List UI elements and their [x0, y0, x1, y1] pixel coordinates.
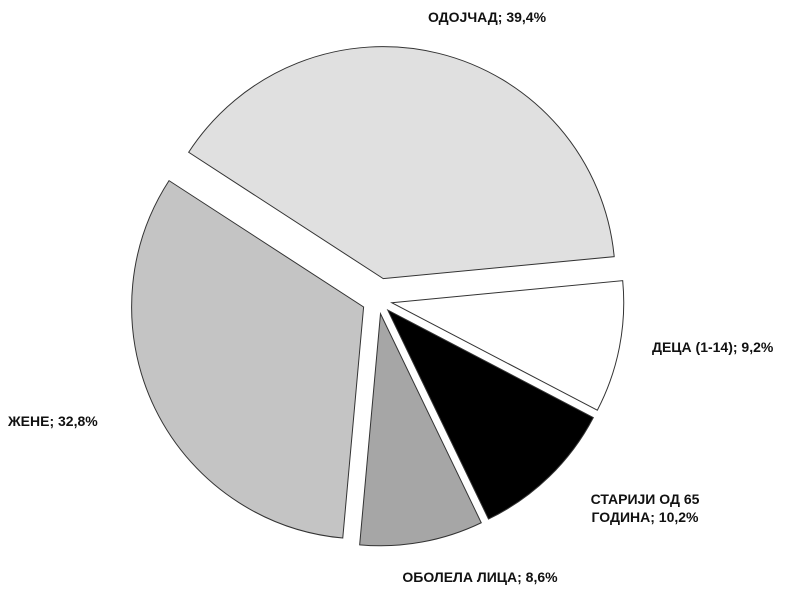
slice-label: ЖЕНЕ; 32,8% — [7, 413, 98, 429]
slice-label: ОДОЈЧАД; 39,4% — [428, 9, 547, 25]
pie-slice — [390, 280, 625, 411]
slice-label: СТАРИЈИ ОД 65 ГОДИНА; 10,2% — [591, 491, 700, 525]
slice-label: ОБОЛЕЛА ЛИЦА; 8,6% — [402, 569, 558, 585]
slice-label: ДЕЦА (1-14); 9,2% — [652, 339, 774, 355]
pie-slice — [359, 311, 482, 547]
pie-slice — [187, 46, 615, 280]
pie-slice — [131, 179, 365, 539]
pie-slice — [386, 308, 594, 520]
